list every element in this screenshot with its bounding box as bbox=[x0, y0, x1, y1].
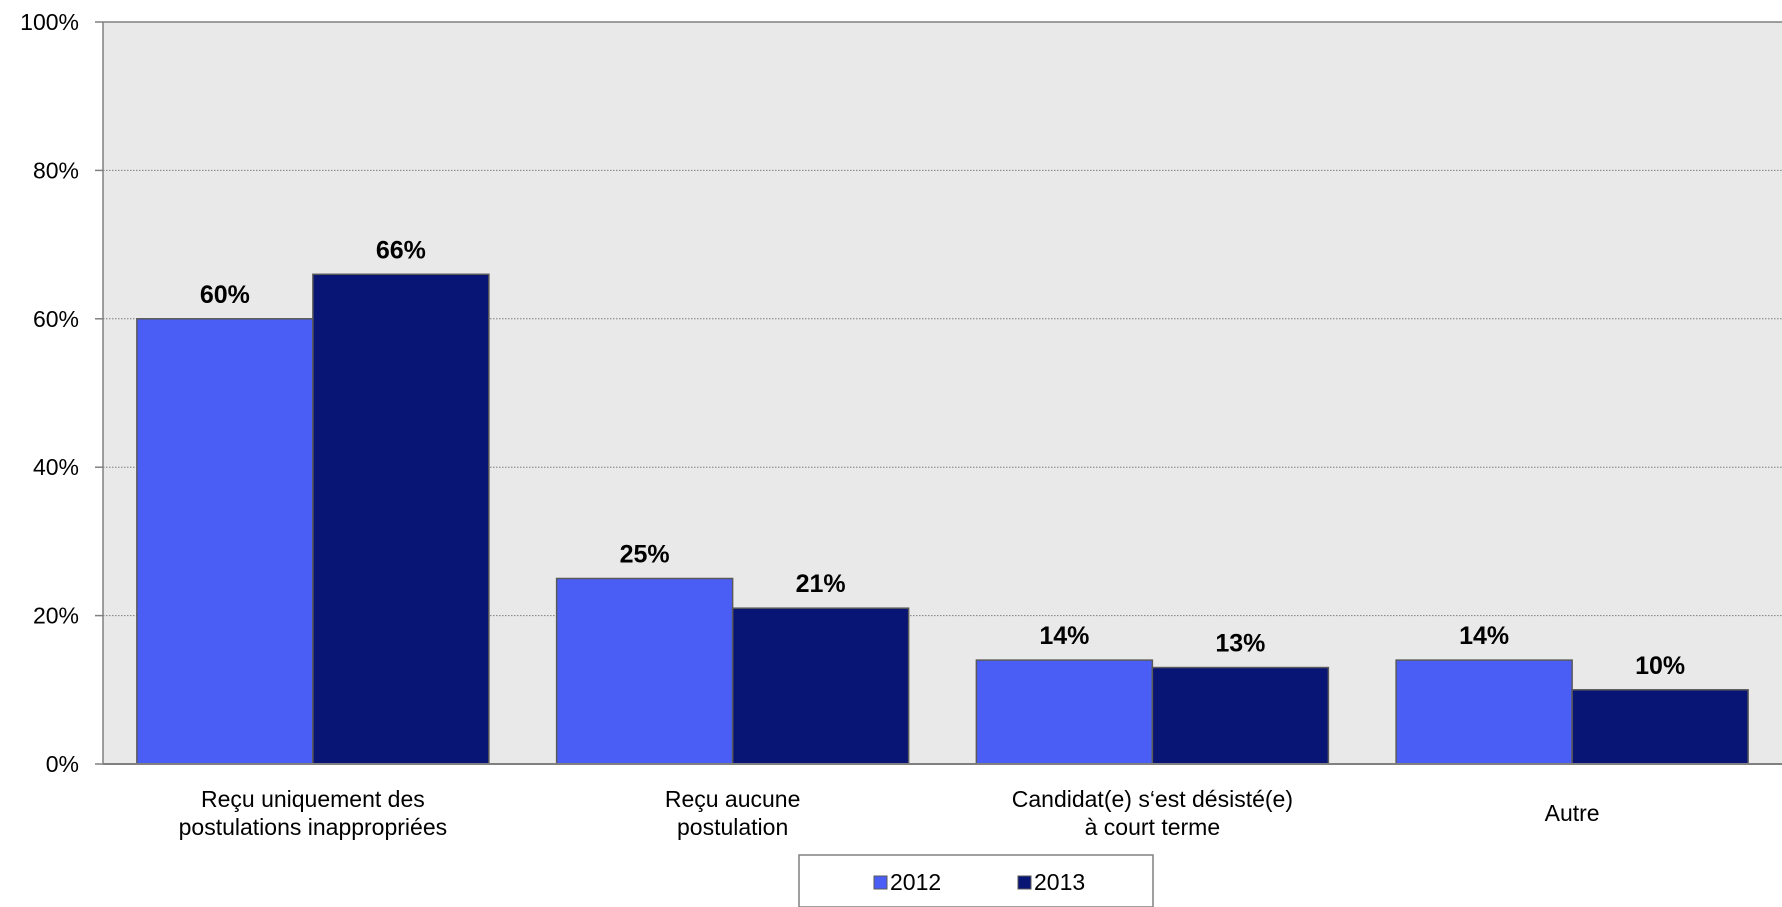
y-tick-label: 80% bbox=[33, 157, 79, 183]
category-label: postulations inappropriées bbox=[179, 814, 448, 840]
bars bbox=[136, 273, 1749, 765]
data-label-2012-1: 25% bbox=[620, 541, 670, 569]
data-label-2012-0: 60% bbox=[200, 281, 250, 309]
bar-2013-2 bbox=[1151, 666, 1330, 765]
data-label-2013-0: 66% bbox=[376, 236, 426, 264]
legend-swatch-2012 bbox=[873, 875, 888, 890]
category-label: à court terme bbox=[1085, 814, 1221, 840]
y-axis-tick-labels: 0% 20% 40% 60% 80% 100% bbox=[20, 9, 103, 777]
category-label: Reçu uniquement des bbox=[201, 786, 425, 812]
y-tick-label: 40% bbox=[33, 454, 79, 480]
bar-2012-0 bbox=[136, 318, 314, 765]
bar-2012-2 bbox=[975, 659, 1154, 765]
data-label-2013-2: 13% bbox=[1215, 630, 1265, 658]
legend-box bbox=[798, 854, 1154, 907]
data-label-2013-1: 21% bbox=[796, 570, 846, 598]
bar-2012-1 bbox=[555, 577, 734, 765]
legend: 2012 2013 bbox=[798, 854, 1154, 907]
y-tick-label: 60% bbox=[33, 306, 79, 332]
category-label: Candidat(e) s‘est désisté(e) bbox=[1012, 786, 1293, 812]
legend-label-2012: 2012 bbox=[890, 869, 941, 895]
y-tick-label: 20% bbox=[33, 603, 79, 629]
data-labels: 60% 66% 25% 21% 14% 13% 14% 10% bbox=[200, 236, 1685, 680]
data-label-2012-2: 14% bbox=[1039, 622, 1089, 650]
bar-2012-3 bbox=[1395, 659, 1573, 765]
legend-swatch-2013 bbox=[1017, 875, 1032, 890]
y-tick-label: 0% bbox=[46, 751, 79, 777]
bar-2013-1 bbox=[731, 607, 910, 765]
bar-2013-0 bbox=[312, 273, 490, 765]
legend-label-2013: 2013 bbox=[1034, 869, 1085, 895]
y-tick-label: 100% bbox=[20, 9, 79, 35]
data-label-2012-3: 14% bbox=[1459, 622, 1509, 650]
category-label: Autre bbox=[1545, 800, 1600, 826]
data-label-2013-3: 10% bbox=[1635, 652, 1685, 680]
category-label: Reçu aucune bbox=[665, 786, 801, 812]
bar-2013-3 bbox=[1571, 689, 1749, 765]
category-label: postulation bbox=[677, 814, 788, 840]
